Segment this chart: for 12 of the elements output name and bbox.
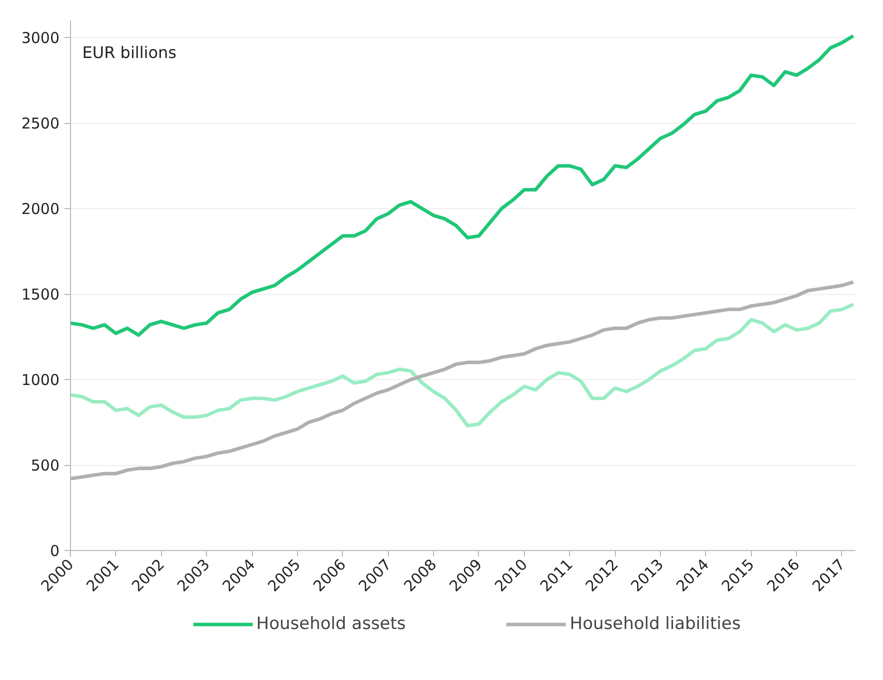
legend-label: Household assets bbox=[256, 614, 406, 634]
legend-label: Household liabilities bbox=[570, 614, 741, 634]
line-series bbox=[70, 302, 855, 428]
line-series bbox=[70, 34, 855, 337]
y-tick-label: 500 bbox=[30, 456, 60, 475]
y-tick-label: 2000 bbox=[21, 200, 60, 218]
annotation: EUR billions bbox=[82, 42, 177, 62]
y-tick-label: 1000 bbox=[21, 371, 60, 390]
y-tick-label: 0 bbox=[50, 542, 60, 560]
y-tick-label: 2500 bbox=[21, 114, 60, 133]
y-tick-label: 1500 bbox=[21, 286, 60, 304]
y-tick-label: 3000 bbox=[21, 29, 60, 48]
